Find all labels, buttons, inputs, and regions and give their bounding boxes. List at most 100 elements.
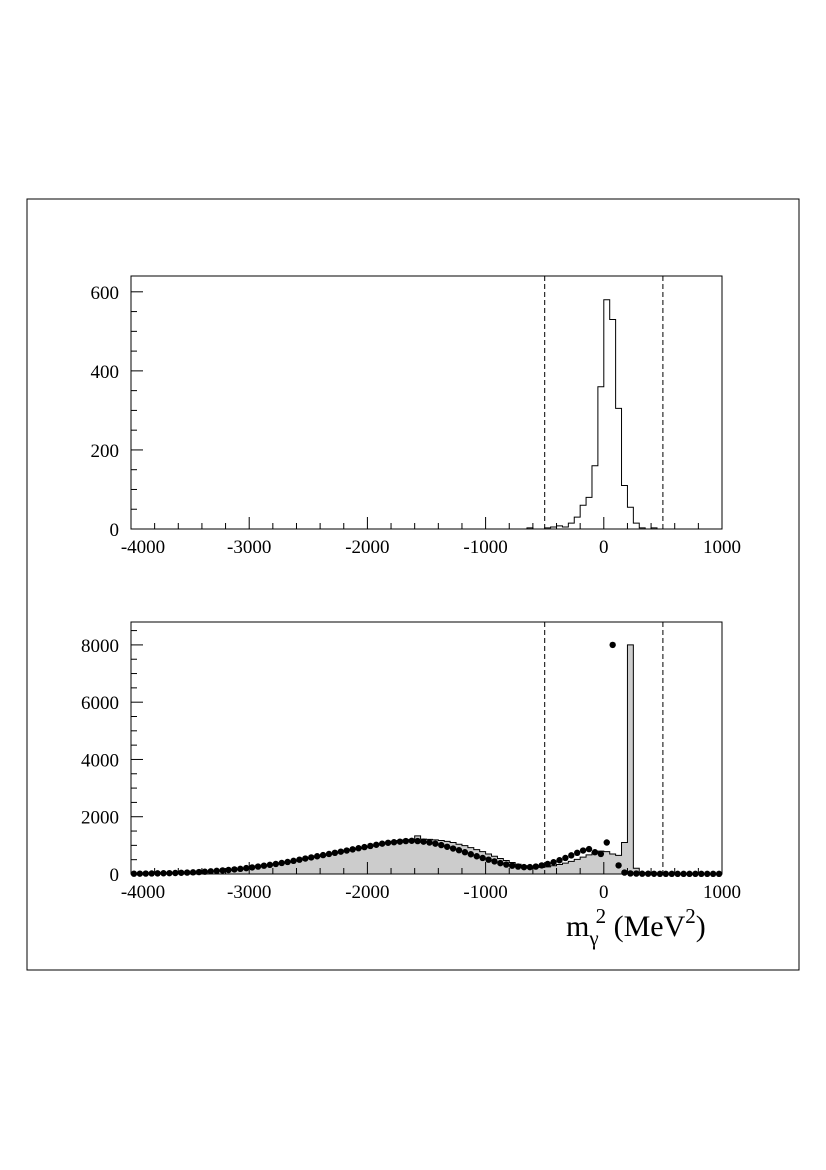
data-point (408, 837, 415, 844)
y-tick-label: 200 (91, 441, 120, 462)
data-point (698, 870, 705, 878)
data-point (503, 861, 510, 868)
data-point (296, 856, 303, 863)
bottom-tick-labels: -4000 -3000 -2000 -1000 0 1000 0 2000 4000 6000 80… (81, 636, 741, 903)
top-plot-frame (130, 275, 723, 530)
data-point (142, 870, 149, 877)
data-point (183, 869, 191, 876)
top-ticks (130, 291, 723, 530)
data-point (449, 845, 457, 852)
data-point (680, 870, 687, 878)
data-point (390, 839, 398, 846)
data-point (272, 860, 279, 868)
data-point (639, 870, 646, 877)
data-point (195, 868, 203, 876)
x-tick-label: 1000 (703, 882, 741, 903)
data-point (302, 855, 309, 862)
data-point (508, 862, 516, 869)
data-point (579, 847, 587, 854)
data-point (692, 870, 699, 878)
data-point (627, 870, 634, 877)
data-point (248, 864, 256, 871)
data-point (432, 840, 439, 847)
data-point (473, 853, 480, 860)
data-point (201, 868, 209, 875)
data-point (443, 843, 451, 850)
data-point (526, 863, 534, 871)
data-point (674, 870, 681, 878)
bottom-histogram (130, 644, 723, 875)
top-tick-labels: -4000 -3000 -2000 -1000 0 1000 0 200 400 600 (91, 283, 742, 558)
data-point (420, 838, 427, 845)
data-point (349, 846, 356, 853)
data-point (455, 847, 463, 854)
x-axis-title: mγ2 (MeV2) (566, 904, 706, 950)
bottom-cut-lines (544, 622, 664, 874)
data-point (337, 848, 345, 855)
y-tick-label: 2000 (81, 808, 119, 829)
data-point (136, 870, 144, 877)
data-point (172, 869, 179, 877)
data-point (231, 866, 238, 873)
data-point (378, 840, 386, 847)
data-point (704, 870, 711, 878)
top-histogram-panel: -4000 -3000 -2000 -1000 0 1000 0 200 400 600 (91, 275, 742, 558)
data-point (373, 841, 380, 848)
data-point (278, 859, 285, 867)
data-point (538, 862, 545, 869)
x-tick-label: 0 (599, 882, 609, 903)
data-point (461, 849, 469, 856)
data-point (615, 862, 622, 869)
data-point (467, 851, 475, 858)
data-point (556, 857, 563, 864)
bottom-histogram-panel: -4000 -3000 -2000 -1000 0 1000 0 2000 4000 6000 80… (81, 621, 741, 903)
histogram-outline (521, 299, 658, 530)
data-point (166, 869, 173, 877)
data-point (662, 870, 670, 878)
data-point (686, 870, 693, 878)
data-point (485, 856, 492, 863)
data-point (207, 868, 214, 875)
data-point (254, 863, 262, 870)
mc-histogram-area (130, 644, 723, 875)
data-point (361, 843, 368, 851)
data-point (331, 849, 339, 857)
y-tick-label: 0 (110, 520, 120, 541)
bottom-data-points (130, 641, 723, 878)
x-tick-label: 1000 (703, 537, 741, 558)
data-point (396, 838, 404, 845)
data-point (650, 870, 658, 877)
x-axis-title-unit: (MeV (606, 910, 685, 943)
data-point (213, 867, 220, 875)
y-tick-label: 6000 (81, 693, 119, 714)
data-point (438, 841, 445, 849)
data-point (609, 641, 616, 649)
data-point (237, 865, 244, 873)
data-point (148, 870, 155, 877)
x-tick-label: -4000 (121, 537, 165, 558)
data-point (313, 853, 321, 860)
data-point (260, 862, 268, 869)
data-point (709, 870, 717, 878)
data-point (219, 867, 226, 874)
data-point (290, 857, 297, 865)
y-tick-label: 8000 (81, 636, 119, 657)
data-point (520, 863, 528, 871)
data-point (479, 854, 486, 862)
y-tick-label: 600 (91, 283, 120, 304)
data-point (603, 839, 610, 846)
x-axis-title-m: m (566, 910, 589, 943)
data-point (562, 854, 569, 862)
data-point (243, 864, 250, 872)
data-point (325, 850, 333, 858)
data-point (585, 845, 593, 853)
data-point (130, 870, 138, 877)
data-point (367, 842, 374, 850)
data-point (355, 845, 362, 852)
data-point (384, 839, 392, 846)
data-point (491, 858, 498, 865)
x-tick-label: -1000 (463, 537, 507, 558)
data-point (426, 839, 433, 846)
y-tick-label: 400 (91, 362, 120, 383)
